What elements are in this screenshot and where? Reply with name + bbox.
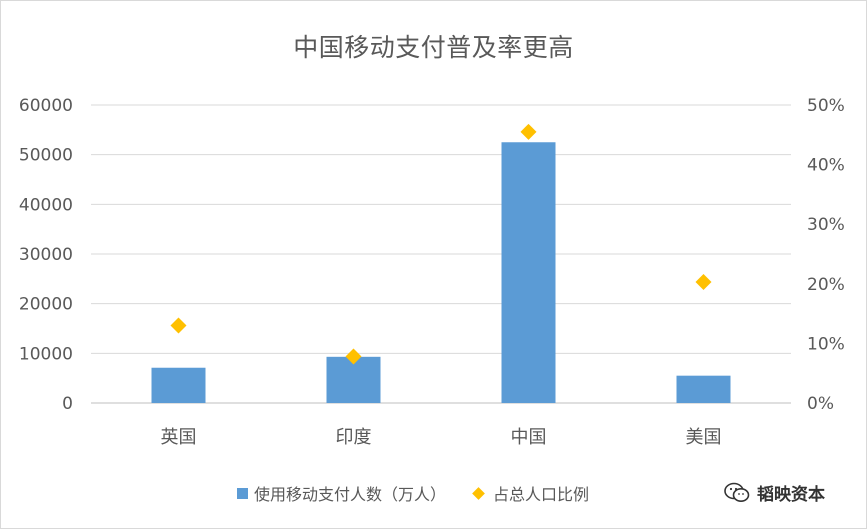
x-category-label: 英国 (161, 427, 197, 448)
watermark: 韬映资本 (723, 480, 825, 505)
bar[interactable] (676, 375, 731, 403)
y-left-tick-label: 50000 (19, 146, 73, 166)
y-right-tick-label: 40% (807, 156, 845, 176)
diamond-marker[interactable] (345, 348, 362, 365)
marker-series (170, 123, 712, 365)
y-right-tick-label: 20% (807, 275, 845, 295)
left-axis: 0 10000 20000 30000 40000 50000 60000 (19, 96, 73, 414)
y-left-tick-label: 20000 (19, 295, 73, 315)
y-right-tick-label: 10% (807, 334, 845, 354)
y-right-tick-label: 0% (807, 394, 834, 414)
legend-bar-swatch (237, 487, 248, 499)
bar[interactable] (501, 142, 556, 403)
legend-diamond-swatch (472, 486, 485, 500)
watermark-text: 韬映资本 (757, 485, 825, 505)
y-left-tick-label: 0 (62, 394, 73, 414)
diamond-marker[interactable] (170, 317, 187, 334)
y-left-tick-label: 40000 (19, 195, 73, 215)
chart-title: 中国移动支付普及率更高 (293, 33, 574, 62)
x-category-label: 美国 (686, 427, 722, 448)
legend: 使用移动支付人数（万人） 占总人口比例 (237, 481, 615, 505)
x-category-label: 中国 (511, 427, 547, 448)
y-left-tick-label: 30000 (19, 245, 73, 265)
diamond-marker[interactable] (695, 274, 712, 291)
legend-item-marker[interactable]: 占总人口比例 (472, 481, 589, 505)
y-right-tick-label: 50% (807, 96, 845, 116)
bar-series (151, 142, 731, 403)
y-right-tick-label: 30% (807, 215, 845, 235)
legend-marker-label: 占总人口比例 (493, 485, 590, 504)
legend-bar-label: 使用移动支付人数（万人） (254, 485, 447, 504)
legend-item-bar[interactable]: 使用移动支付人数（万人） (237, 481, 446, 505)
category-axis: 英国 印度 中国 美国 (161, 427, 722, 448)
right-axis: 0% 10% 20% 30% 40% 50% (807, 96, 845, 414)
y-left-tick-label: 10000 (19, 344, 73, 364)
gridlines (91, 104, 791, 404)
wechat-icon (724, 482, 750, 502)
x-category-label: 印度 (336, 427, 372, 448)
diamond-marker[interactable] (520, 123, 537, 140)
bar[interactable] (151, 367, 206, 403)
y-left-tick-label: 60000 (19, 96, 73, 116)
